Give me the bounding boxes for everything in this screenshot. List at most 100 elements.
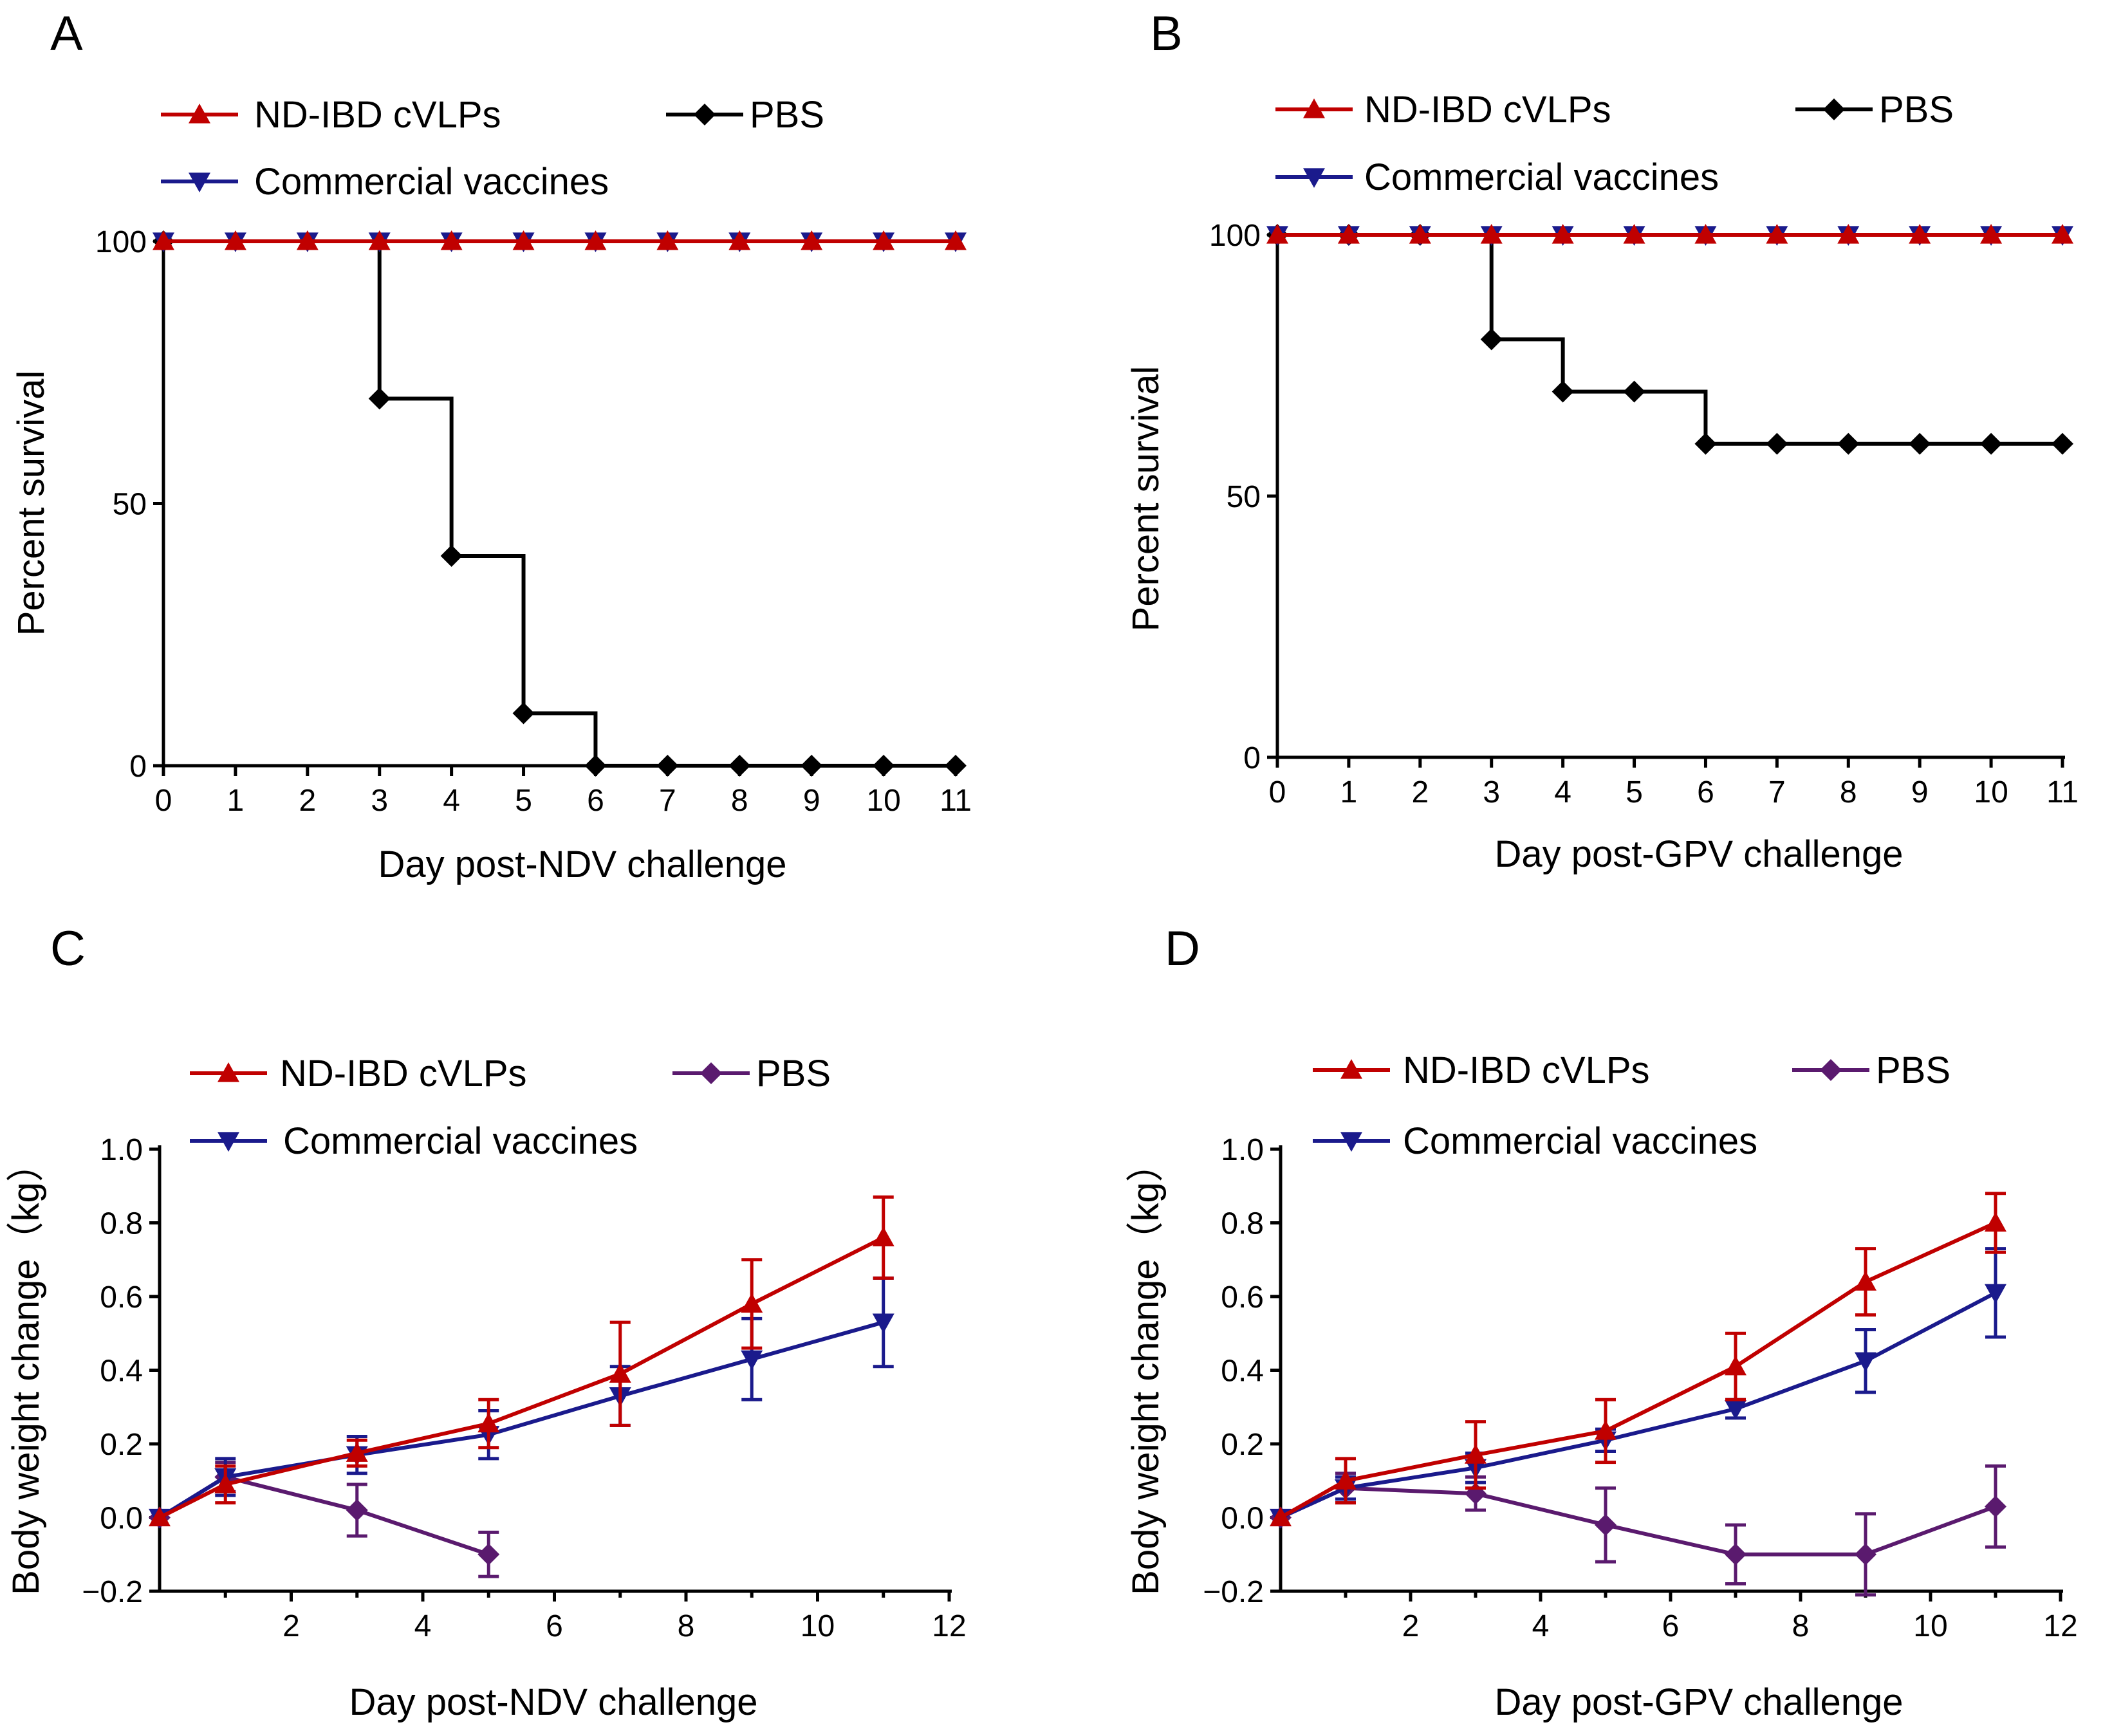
data-point-pbs <box>512 702 535 725</box>
data-point-pbs <box>728 755 751 777</box>
legend-marker-commercial-vaccines <box>189 172 210 192</box>
y-tick-label: 0.8 <box>1221 1207 1264 1241</box>
series-pbs <box>153 230 967 777</box>
data-point-pbs <box>2052 432 2073 455</box>
x-axis-title: Day post-NDV challenge <box>349 1681 757 1723</box>
data-point-nd-ibd-cvlps <box>2052 224 2073 244</box>
y-axis-title: Percent survival <box>10 371 52 636</box>
panel-letter: D <box>1165 921 1200 976</box>
data-point-nd-ibd-cvlps <box>1335 1470 1357 1490</box>
legend: ND-IBD cVLPs PBS Commercial vaccines <box>161 94 824 203</box>
legend-label-commercial-vaccines: Commercial vaccines <box>254 161 609 203</box>
data-point-commercial-vaccines <box>1725 1400 1746 1420</box>
x-tick-label: 9 <box>803 784 820 818</box>
series-pbs <box>149 1461 500 1578</box>
x-axis-title: Day post-NDV challenge <box>378 844 786 885</box>
x-tick-label: 5 <box>1626 775 1643 809</box>
data-point-nd-ibd-cvlps <box>1595 1419 1617 1440</box>
x-tick-label: 8 <box>678 1609 695 1643</box>
data-point-nd-ibd-cvlps <box>1909 224 1931 244</box>
legend: ND-IBD cVLPs PBS Commercial vaccines <box>190 1053 831 1162</box>
data-point-nd-ibd-cvlps <box>1766 224 1788 244</box>
y-tick-label: 100 <box>95 225 147 259</box>
y-tick-label: 0.2 <box>1221 1428 1264 1462</box>
data-point-nd-ibd-cvlps <box>728 230 751 250</box>
series-nd-ibd-cvlps <box>1266 224 2073 244</box>
data-point-nd-ibd-cvlps <box>224 230 246 250</box>
data-point-nd-ibd-cvlps <box>440 230 463 250</box>
x-tick-label: 4 <box>443 784 460 818</box>
panel-letter: B <box>1150 6 1183 61</box>
legend-label-commercial-vaccines: Commercial vaccines <box>1403 1120 1757 1162</box>
legend: ND-IBD cVLPs PBS Commercial vaccines <box>1275 89 1954 198</box>
data-point-nd-ibd-cvlps <box>1694 224 1717 244</box>
y-tick-label: 0.0 <box>1221 1502 1264 1536</box>
legend: ND-IBD cVLPs PBS Commercial vaccines <box>1313 1049 1950 1162</box>
data-point-nd-ibd-cvlps <box>1270 1506 1292 1527</box>
data-point-nd-ibd-cvlps <box>153 230 174 250</box>
y-axis-title: Body weight change（kg） <box>5 1145 47 1595</box>
x-tick-label: 3 <box>371 784 388 818</box>
legend-label-commercial-vaccines: Commercial vaccines <box>283 1120 638 1162</box>
x-tick-label: 7 <box>659 784 676 818</box>
legend-marker-nd-ibd-cvlps <box>1340 1059 1362 1079</box>
y-tick-label: 0.6 <box>100 1280 143 1315</box>
data-point-nd-ibd-cvlps <box>1465 1444 1487 1464</box>
series-line-pbs <box>163 239 956 768</box>
x-tick-label: 10 <box>1974 775 2008 809</box>
data-point-pbs <box>1855 1543 1876 1565</box>
data-point-nd-ibd-cvlps <box>214 1473 237 1493</box>
legend-label-pbs: PBS <box>756 1053 831 1094</box>
panel-c: C ND-IBD cVLPs PBS Commercial vaccines −0.2 0… <box>5 921 967 1723</box>
legend-marker-commercial-vaccines <box>1303 168 1325 188</box>
y-tick-label: 0.0 <box>100 1502 143 1536</box>
y-tick-label: 1.0 <box>100 1133 143 1167</box>
legend-label-nd-ibd-cvlps: ND-IBD cVLPs <box>254 94 501 136</box>
data-point-nd-ibd-cvlps <box>945 230 967 250</box>
y-tick-label: 0.8 <box>100 1207 143 1241</box>
series-line-nd-ibd-cvlps <box>158 1235 885 1520</box>
legend-label-pbs: PBS <box>1876 1049 1950 1091</box>
data-point-nd-ibd-cvlps <box>872 1226 894 1246</box>
x-tick-label: 12 <box>2043 1609 2077 1643</box>
data-point-nd-ibd-cvlps <box>1725 1355 1746 1376</box>
series-nd-ibd-cvlps <box>1270 1192 2006 1527</box>
legend-marker-pbs <box>1823 98 1845 120</box>
series-nd-ibd-cvlps <box>149 1195 894 1527</box>
series-line-nd-ibd-cvlps <box>1279 1221 1997 1520</box>
x-tick-label: 6 <box>587 784 604 818</box>
x-tick-label: 1 <box>1340 775 1358 809</box>
legend-marker-nd-ibd-cvlps <box>189 104 210 124</box>
x-tick-label: 10 <box>1913 1609 1947 1643</box>
data-point-pbs <box>873 755 895 777</box>
x-tick-label: 0 <box>1269 775 1286 809</box>
legend-marker-pbs <box>694 104 716 125</box>
series-nd-ibd-cvlps <box>153 230 967 250</box>
x-tick-label: 6 <box>1662 1609 1680 1643</box>
y-tick-label: −0.2 <box>1203 1575 1264 1609</box>
x-tick-label: 4 <box>1554 775 1571 809</box>
y-tick-label: −0.2 <box>82 1575 143 1609</box>
y-tick-label: 0.4 <box>100 1354 143 1389</box>
data-point-nd-ibd-cvlps <box>346 1442 368 1462</box>
series-pbs <box>1270 1464 2006 1597</box>
y-axis-title: Body weight change（kg） <box>1125 1145 1167 1595</box>
legend-marker-pbs <box>700 1062 722 1084</box>
y-tick-label: 1.0 <box>1221 1133 1264 1167</box>
x-tick-label: 6 <box>546 1609 563 1643</box>
data-point-pbs <box>1725 1543 1746 1565</box>
x-tick-label: 2 <box>299 784 316 818</box>
panel-d: D ND-IBD cVLPs PBS Commercial vaccines −0.2 0… <box>1125 921 2078 1723</box>
y-tick-label: 0.4 <box>1221 1354 1264 1389</box>
data-point-pbs <box>801 755 823 777</box>
data-point-commercial-vaccines <box>872 1313 894 1334</box>
x-tick-label: 0 <box>155 784 172 818</box>
data-point-nd-ibd-cvlps <box>1409 224 1431 244</box>
data-point-pbs <box>477 1543 500 1565</box>
series-line-pbs <box>1277 233 2062 446</box>
data-point-pbs <box>1480 328 1503 351</box>
data-point-pbs <box>368 387 391 410</box>
data-point-nd-ibd-cvlps <box>1837 224 1860 244</box>
